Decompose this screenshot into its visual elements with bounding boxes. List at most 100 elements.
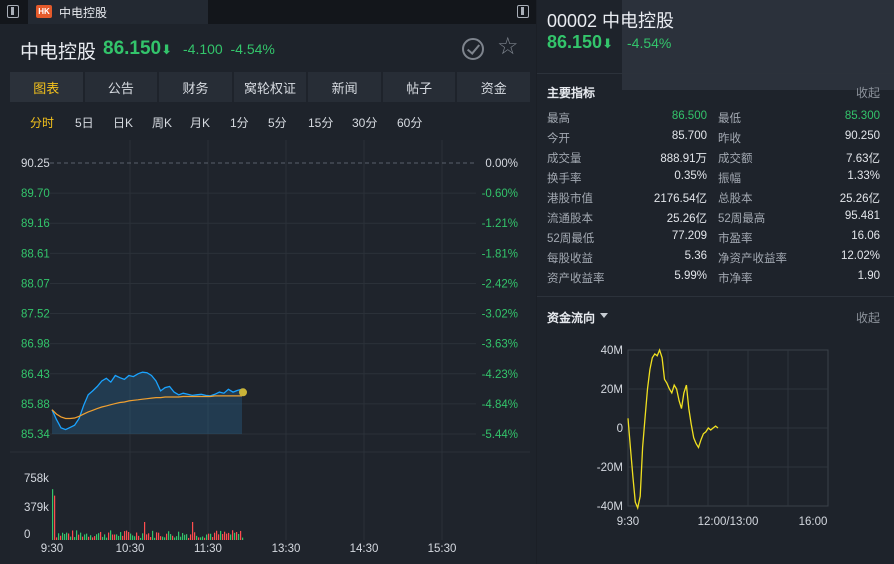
tab-4[interactable]: 新闻: [308, 72, 381, 102]
period-9[interactable]: 60分: [397, 116, 423, 130]
volume-bar: [144, 522, 146, 540]
volume-tick: 758k: [24, 473, 49, 485]
pct-tick: -0.60%: [482, 188, 518, 200]
volume-bar: [222, 534, 224, 540]
volume-bar: [62, 532, 64, 540]
metric-row: 流通股本 25.26亿 52周最高 95.481: [547, 210, 880, 230]
price-tick: 87.52: [21, 309, 50, 321]
period-7[interactable]: 15分: [308, 116, 334, 130]
tab-1[interactable]: 公告: [84, 72, 158, 102]
flow-title[interactable]: 资金流向: [547, 311, 596, 325]
volume-bar: [186, 534, 188, 540]
metric-label: 振幅: [718, 173, 741, 185]
stock-price: 86.150⬇: [103, 38, 173, 59]
volume-bar: [128, 532, 130, 540]
volume-bar: [160, 536, 162, 540]
pct-tick: 0.00%: [485, 158, 518, 170]
tab-5[interactable]: 帖子: [382, 72, 456, 102]
volume-bar: [130, 533, 132, 540]
sidebar-change-pct: -4.54%: [627, 35, 672, 51]
price-tick: 88.61: [21, 248, 50, 260]
time-label: 10:30: [116, 543, 145, 555]
period-6[interactable]: 5分: [268, 116, 287, 130]
pct-tick: -4.84%: [482, 399, 518, 411]
metric-label: 成交量: [547, 153, 582, 165]
chevron-down-icon[interactable]: [600, 313, 608, 318]
sidebar-price: 86.150⬇: [547, 32, 613, 52]
metric-label: 港股市值: [547, 193, 593, 205]
volume-bar: [170, 534, 172, 540]
check-icon[interactable]: [462, 38, 484, 60]
period-5[interactable]: 1分: [230, 116, 249, 130]
volume-bar: [204, 537, 206, 540]
volume-bar: [58, 533, 60, 540]
metric-label: 最高: [547, 113, 570, 125]
volume-bar: [198, 537, 200, 540]
volume-bar: [64, 534, 66, 540]
metric-label: 最低: [718, 113, 741, 125]
intraday-chart[interactable]: 90.25 0.00% 89.70 -0.60% 89.16 -1.21% 88.61 -1.…: [0, 140, 536, 564]
tab-0[interactable]: 图表: [10, 72, 83, 102]
metrics-collapse-button[interactable]: 收起: [855, 86, 880, 100]
star-icon[interactable]: ☆: [497, 33, 519, 60]
period-1[interactable]: 5日: [75, 116, 94, 130]
tab-2[interactable]: 财务: [159, 72, 232, 102]
volume-bar: [236, 531, 238, 540]
flow-time-label: 9:30: [617, 516, 639, 528]
metric-value: 77.209: [671, 230, 707, 242]
volume-bar: [142, 533, 144, 540]
volume-bar: [148, 533, 150, 540]
fund-flow-line: [627, 348, 719, 511]
time-label: 9:30: [41, 543, 63, 555]
volume-bar: [154, 537, 156, 540]
pct-tick: -4.23%: [482, 369, 518, 381]
volume-bar: [92, 537, 94, 540]
volume-bar: [150, 536, 152, 540]
period-4[interactable]: 月K: [190, 116, 211, 130]
flow-collapse-button[interactable]: 收起: [855, 311, 880, 325]
volume-tick: 0: [24, 529, 30, 541]
tab-6[interactable]: 资金: [457, 72, 531, 102]
volume-bar: [136, 532, 138, 540]
chart-panel: HK 中电控股 中电控股 86.150⬇ -4.100 -4.54% ☆ 图表公…: [0, 0, 536, 564]
divider: [537, 296, 894, 297]
pct-tick: -2.42%: [482, 278, 518, 290]
period-2[interactable]: 日K: [113, 116, 134, 130]
volume-bar: [100, 531, 102, 540]
metric-value: 12.02%: [840, 250, 880, 262]
metric-label: 净资产收益率: [718, 253, 787, 265]
volume-bar: [234, 532, 236, 540]
period-3[interactable]: 周K: [152, 116, 173, 130]
period-8[interactable]: 30分: [352, 116, 378, 130]
metric-row: 换手率 0.35% 振幅 1.33%: [547, 170, 880, 190]
hk-market-badge: HK: [36, 5, 52, 18]
volume-bar: [80, 532, 82, 540]
volume-bar: [82, 536, 84, 540]
volume-bar: [74, 537, 76, 540]
sidebar-stock-code: 00002 中电控股: [547, 11, 675, 31]
tab-3[interactable]: 窝轮权证: [233, 72, 307, 102]
pct-tick: -5.44%: [482, 429, 518, 441]
panel-toggle-icon[interactable]: [7, 5, 19, 18]
metric-label: 每股收益: [547, 253, 593, 265]
volume-bar: [218, 534, 220, 540]
pct-tick: -3.63%: [482, 339, 518, 351]
flow-time-label: 12:00/13:00: [698, 516, 759, 528]
metric-row: 港股市值 2176.54亿 总股本 25.26亿: [547, 190, 880, 210]
metric-value: 85.700: [671, 130, 707, 142]
volume-bar: [172, 535, 174, 540]
sidebar-toggle-icon[interactable]: [517, 5, 529, 18]
time-label: 13:30: [272, 543, 301, 555]
flow-ytick: -20M: [597, 462, 623, 474]
period-0[interactable]: 分时: [30, 116, 55, 130]
price-tick: 89.70: [21, 188, 50, 200]
quote-sidebar: 00002 中电控股 86.150⬇ -4.54% 主要指标 收起 最高 86.5…: [537, 0, 894, 564]
volume-bar: [188, 537, 190, 540]
metric-value: 1.90: [857, 270, 880, 282]
volume-bar: [112, 534, 114, 540]
stock-tab[interactable]: [28, 0, 208, 24]
price-tick: 89.16: [21, 218, 50, 230]
price-tick: 85.34: [21, 429, 50, 441]
volume-bar: [76, 530, 78, 540]
volume-bar: [200, 537, 202, 540]
